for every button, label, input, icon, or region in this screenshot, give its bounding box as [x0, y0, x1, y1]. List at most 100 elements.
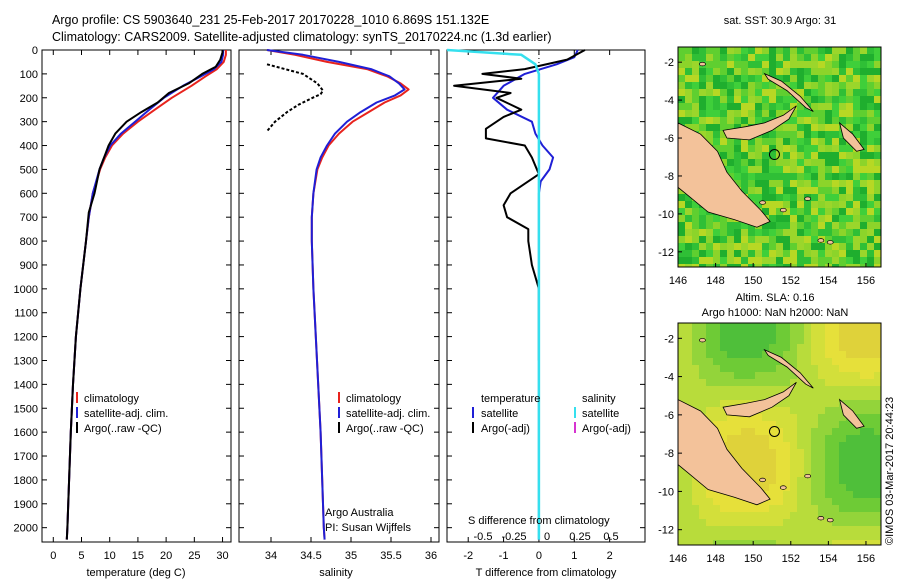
map-cell	[839, 344, 846, 351]
map-cell	[853, 201, 860, 208]
map-cell	[818, 344, 825, 351]
map-cell	[720, 393, 727, 400]
map-cell	[804, 110, 811, 117]
map-cell	[678, 512, 685, 519]
map-cell	[811, 138, 818, 145]
map-cell	[699, 526, 706, 533]
map-cell	[685, 75, 692, 82]
map-cell	[699, 96, 706, 103]
map-cell	[825, 407, 832, 414]
map-cell	[713, 61, 720, 68]
map-cell	[874, 250, 881, 257]
map-cell	[825, 103, 832, 110]
map-cell	[790, 463, 797, 470]
map-cell	[776, 540, 783, 545]
map-cell	[699, 519, 706, 526]
map-cell	[867, 152, 874, 159]
map-cell	[713, 365, 720, 372]
map-cell	[839, 243, 846, 250]
map-cell	[720, 152, 727, 159]
map-cell	[825, 484, 832, 491]
map-cell	[860, 393, 867, 400]
map-cell	[755, 180, 762, 187]
map-cell	[678, 82, 685, 89]
map-cell	[846, 194, 853, 201]
map-cell	[839, 365, 846, 372]
map-cell	[699, 103, 706, 110]
map-cell	[734, 222, 741, 229]
map-cell	[846, 173, 853, 180]
map-cell	[783, 222, 790, 229]
map-cell	[769, 330, 776, 337]
map-cell	[762, 323, 769, 330]
map-cell	[713, 526, 720, 533]
map-cell	[734, 103, 741, 110]
map-cell	[867, 484, 874, 491]
map-cell	[748, 512, 755, 519]
map-cell	[699, 372, 706, 379]
map-cell	[783, 400, 790, 407]
map-cell	[790, 512, 797, 519]
map-cell	[762, 386, 769, 393]
map-cell	[846, 61, 853, 68]
map-cell	[769, 407, 776, 414]
map-cell	[839, 208, 846, 215]
map-cell	[832, 435, 839, 442]
map-cell	[783, 236, 790, 243]
map-cell	[832, 236, 839, 243]
map-cell	[776, 138, 783, 145]
map-cell	[755, 519, 762, 526]
sla-map-subtitle: Argo h1000: NaN h2000: NaN	[702, 307, 849, 319]
x-tick-label: 34.5	[300, 550, 321, 562]
map-cell	[748, 337, 755, 344]
temperature-panel-frame	[41, 49, 232, 543]
map-cell	[755, 194, 762, 201]
map-cell	[811, 407, 818, 414]
map-cell	[699, 512, 706, 519]
map-cell	[818, 89, 825, 96]
map-cell	[727, 400, 734, 407]
map-cell	[811, 351, 818, 358]
map-cell	[769, 442, 776, 449]
map-cell	[811, 365, 818, 372]
map-cell	[762, 421, 769, 428]
map-cell	[741, 386, 748, 393]
map-cell	[797, 470, 804, 477]
map-cell	[874, 533, 881, 540]
map-cell	[755, 323, 762, 330]
map-cell	[748, 386, 755, 393]
map-cell	[685, 124, 692, 131]
map-cell	[720, 421, 727, 428]
map-cell	[769, 187, 776, 194]
sla-map-frame	[677, 322, 882, 546]
map-cell	[860, 96, 867, 103]
map-cell	[762, 358, 769, 365]
map-cell	[678, 365, 685, 372]
map-cell	[762, 407, 769, 414]
map-cell	[685, 243, 692, 250]
map-cell	[832, 386, 839, 393]
x-tick-label: -1	[499, 550, 509, 562]
map-cell	[762, 208, 769, 215]
series-line-argo	[65, 50, 224, 540]
map-cell	[790, 215, 797, 222]
map-cell	[832, 201, 839, 208]
map-cell	[811, 526, 818, 533]
map-cell	[748, 358, 755, 365]
map-cell	[727, 351, 734, 358]
map-cell	[860, 491, 867, 498]
map-cell	[811, 152, 818, 159]
map-cell	[832, 470, 839, 477]
map-cell	[846, 96, 853, 103]
map-cell	[874, 372, 881, 379]
map-cell	[790, 159, 797, 166]
map-cell	[769, 337, 776, 344]
map-cell	[741, 533, 748, 540]
map-cell	[692, 243, 699, 250]
map-cell	[804, 68, 811, 75]
map-cell	[825, 89, 832, 96]
map-cell	[706, 323, 713, 330]
map-cell	[811, 96, 818, 103]
map-cell	[692, 82, 699, 89]
map-cell	[692, 264, 699, 267]
